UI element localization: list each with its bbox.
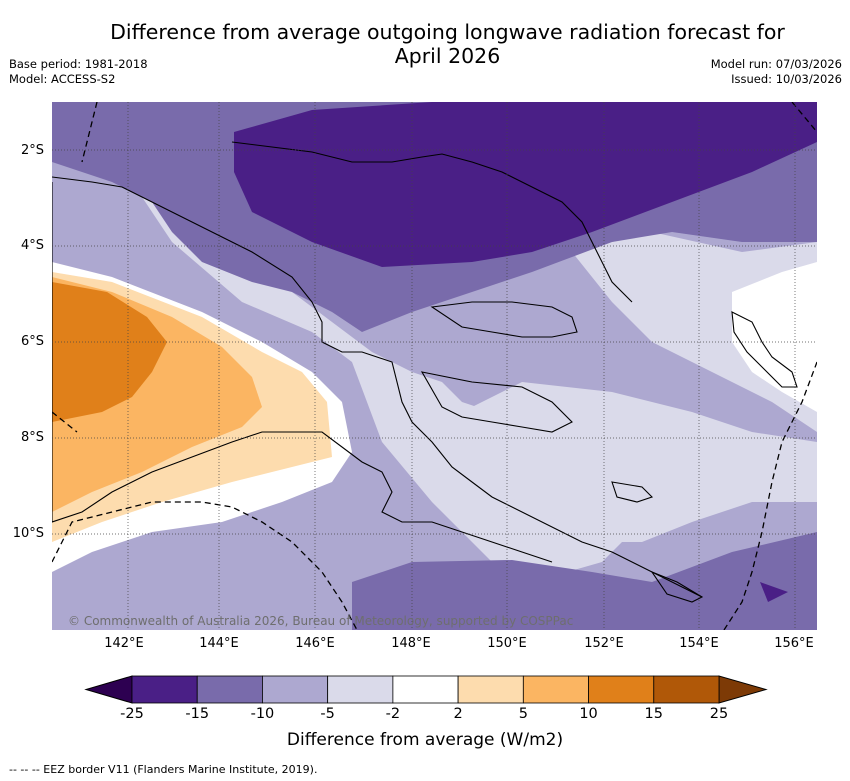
colorbar-tick-label: -5 — [320, 706, 335, 722]
meta-left: Base period: 1981-2018 Model: ACCESS-S2 — [9, 57, 148, 87]
eez-legend: -- -- -- EEZ border V11 (Flanders Marine… — [9, 763, 318, 776]
coastlines — [52, 141, 798, 603]
colorbar-title: Difference from average (W/m2) — [286, 730, 564, 750]
anomaly-fill-mid-south — [352, 532, 817, 630]
colorbar-tick-label: 10 — [579, 706, 598, 722]
lon-label-152e: 152°E — [584, 636, 624, 651]
colorbar-tick-label: -25 — [120, 706, 144, 722]
meta-right: Model run: 07/03/2026 Issued: 10/03/2026 — [711, 57, 842, 87]
lon-label-148e: 148°E — [391, 636, 431, 651]
graticule — [52, 102, 817, 630]
olr-anomaly-map — [52, 102, 817, 630]
colorbar-segment — [327, 675, 394, 704]
colorbar-tick-label: -2 — [385, 706, 401, 722]
anomaly-fill-light-se — [462, 382, 817, 542]
lon-label-146e: 146°E — [295, 636, 335, 651]
colorbar-tick-label: 5 — [518, 706, 528, 722]
lon-label-142e: 142°E — [104, 636, 144, 651]
base-period: Base period: 1981-2018 — [9, 57, 148, 71]
lat-label-8s: 8°S — [20, 430, 44, 445]
colorbar-segment — [522, 675, 589, 704]
colorbar-segment — [457, 675, 524, 704]
model-run: Model run: 07/03/2026 — [710, 57, 842, 71]
lon-label-156e: 156°E — [774, 636, 814, 651]
lon-label-144e: 144°E — [199, 636, 239, 651]
anomaly-fill-strong-se — [760, 582, 788, 602]
colorbar-tick-label: 2 — [453, 706, 463, 722]
colorbar-tick-label: -10 — [250, 706, 275, 722]
colorbar-segment — [262, 675, 329, 704]
lat-label-10s: 10°S — [12, 526, 44, 541]
lat-label-4s: 4°S — [20, 238, 44, 253]
eez-borders — [52, 102, 817, 630]
lat-label-6s: 6°S — [20, 334, 44, 349]
lon-label-154e: 154°E — [679, 636, 719, 651]
colorbar-segment — [588, 675, 655, 704]
issued-date: Issued: 10/03/2026 — [731, 72, 842, 86]
colorbar-segment — [392, 675, 459, 704]
copyright-notice: © Commonwealth of Australia 2026, Bureau… — [68, 614, 574, 628]
colorbar-segment — [653, 675, 720, 704]
lat-label-2s: 2°S — [20, 143, 44, 158]
colorbar-segment — [196, 675, 263, 704]
lon-label-150e: 150°E — [487, 636, 527, 651]
colorbar-segment — [131, 675, 198, 704]
anomaly-fill-light-east — [572, 232, 817, 432]
colorbar-tick-label: -15 — [185, 706, 210, 722]
colorbar-over-triangle — [718, 675, 768, 704]
map-title: Difference from average outgoing longwav… — [110, 20, 785, 68]
colorbar-under-triangle — [84, 675, 133, 704]
anomaly-fill-strong — [234, 102, 817, 267]
colorbar-tick-label: 25 — [709, 706, 729, 722]
anomaly-fill-dark-orange — [52, 282, 167, 422]
anomaly-fill-white-east — [732, 262, 817, 412]
colorbar-tick-label: 15 — [644, 706, 663, 722]
model-name: Model: ACCESS-S2 — [9, 72, 116, 86]
